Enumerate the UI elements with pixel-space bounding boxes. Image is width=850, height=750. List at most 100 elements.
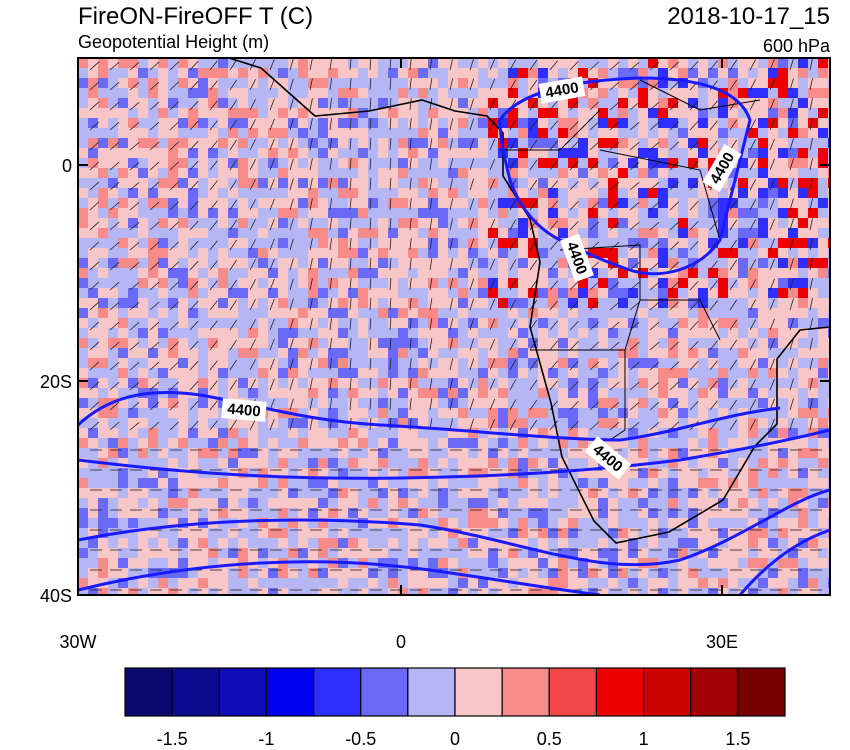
field-cell (498, 488, 508, 498)
field-cell (208, 448, 218, 458)
field-cell (668, 558, 678, 568)
subtitle: Geopotential Height (m) (78, 32, 269, 52)
field-cell (648, 58, 658, 68)
field-cell (208, 298, 218, 308)
field-cell (368, 278, 378, 288)
wind-barb (649, 181, 660, 191)
field-cell (578, 288, 588, 298)
field-cell (168, 338, 178, 348)
field-cell (818, 68, 828, 78)
field-cell (678, 298, 688, 308)
field-cell (238, 288, 248, 298)
field-cell (298, 448, 308, 458)
field-cell (768, 128, 778, 138)
field-cell (618, 158, 628, 168)
field-cell (498, 188, 508, 198)
field-cell (408, 228, 418, 238)
field-cell (748, 458, 758, 468)
field-cell (668, 158, 678, 168)
field-cell (508, 98, 518, 108)
field-cell (668, 288, 678, 298)
field-cell (698, 238, 708, 248)
field-cell (798, 218, 808, 228)
wind-barb (709, 220, 718, 231)
field-cell (158, 458, 168, 468)
field-cell (488, 448, 498, 458)
field-cell (118, 588, 128, 595)
field-cell (188, 438, 198, 448)
field-cell (738, 398, 748, 408)
field-cell (408, 168, 418, 178)
field-cell (448, 448, 458, 458)
field-cell (358, 568, 368, 578)
field-cell (278, 378, 288, 388)
field-cell (698, 338, 708, 348)
field-cell (458, 78, 468, 88)
field-cell (698, 218, 708, 228)
field-cell (198, 528, 208, 538)
field-cell (188, 428, 198, 438)
field-cell (668, 418, 678, 428)
field-cell (768, 108, 778, 118)
wind-barb (229, 319, 237, 331)
field-cell (108, 378, 118, 388)
field-cell (208, 188, 218, 198)
wind-barb (649, 401, 660, 411)
field-cell (708, 408, 718, 418)
wind-barb (689, 401, 699, 411)
field-cell (818, 208, 828, 218)
field-cell (128, 538, 138, 548)
field-cell (298, 508, 308, 518)
wind-barb (109, 141, 120, 151)
field-cell (98, 168, 108, 178)
field-cell (318, 448, 328, 458)
field-cell (368, 138, 378, 148)
field-cell (588, 228, 598, 238)
field-cell (508, 318, 518, 328)
field-cell (378, 298, 388, 308)
field-cell (418, 438, 428, 448)
wind-barb (369, 218, 372, 231)
field-cell (638, 308, 648, 318)
field-cell (168, 508, 178, 518)
field-cell (418, 198, 428, 208)
field-cell (558, 338, 568, 348)
field-cell (678, 188, 688, 198)
wind-barb (169, 161, 179, 171)
field-cell (648, 518, 658, 528)
wind-barb (549, 160, 558, 171)
field-cell (618, 368, 628, 378)
wind-barb (309, 258, 313, 271)
field-cell (518, 558, 528, 568)
field-cell (268, 208, 278, 218)
field-cell (678, 358, 688, 368)
field-cell (568, 298, 578, 308)
field-cell (698, 368, 708, 378)
field-cell (558, 578, 568, 588)
field-cell (638, 388, 648, 398)
field-cell (728, 228, 738, 238)
field-cell (228, 168, 238, 178)
field-cell (358, 368, 368, 378)
field-cell (98, 98, 108, 108)
wind-barb (629, 241, 640, 251)
field-cell (818, 188, 828, 198)
field-cell (448, 208, 458, 218)
field-cell (578, 428, 588, 438)
field-cell (308, 178, 318, 188)
field-cell (538, 498, 548, 508)
field-cell (658, 408, 668, 418)
field-cell (628, 448, 638, 458)
field-cell (698, 298, 708, 308)
field-cell (658, 508, 668, 518)
field-cell (458, 168, 468, 178)
wind-barb (429, 318, 433, 331)
field-cell (218, 208, 228, 218)
field-cell (118, 368, 128, 378)
wind-barb (669, 341, 680, 351)
field-cell (408, 218, 418, 228)
wind-barb (129, 181, 140, 191)
wind-barb (269, 178, 275, 191)
field-cell (568, 278, 578, 288)
field-cell (788, 78, 798, 88)
